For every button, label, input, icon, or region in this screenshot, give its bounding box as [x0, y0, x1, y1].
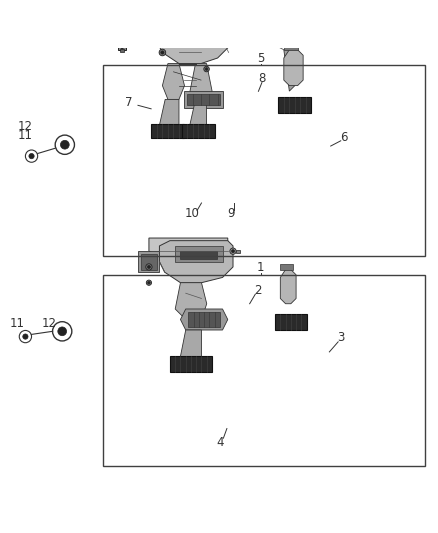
Polygon shape [280, 264, 293, 270]
Circle shape [204, 66, 209, 72]
Text: 8: 8 [258, 71, 265, 85]
Text: 6: 6 [340, 131, 348, 144]
Circle shape [23, 334, 28, 339]
Circle shape [146, 280, 152, 285]
Text: 3: 3 [337, 332, 344, 344]
Polygon shape [159, 99, 179, 130]
Bar [103, 275, 425, 466]
Circle shape [200, 21, 202, 23]
Circle shape [237, 35, 243, 42]
Polygon shape [152, 124, 184, 138]
Polygon shape [284, 50, 295, 91]
Polygon shape [188, 312, 220, 327]
Polygon shape [140, 17, 223, 42]
Polygon shape [284, 44, 297, 50]
Polygon shape [179, 30, 212, 39]
Text: 1: 1 [257, 261, 265, 274]
Circle shape [161, 51, 164, 54]
Polygon shape [190, 99, 207, 130]
Circle shape [146, 264, 152, 270]
Circle shape [205, 68, 208, 70]
Text: 12: 12 [42, 317, 57, 330]
Circle shape [121, 46, 124, 49]
Circle shape [231, 249, 235, 253]
Polygon shape [157, 19, 229, 63]
Polygon shape [184, 91, 223, 108]
Circle shape [58, 327, 67, 336]
Circle shape [147, 265, 151, 269]
Text: 11: 11 [10, 317, 25, 330]
Polygon shape [138, 251, 159, 272]
Circle shape [230, 248, 236, 254]
Circle shape [159, 49, 166, 56]
Polygon shape [190, 63, 212, 105]
Circle shape [148, 281, 150, 284]
Polygon shape [162, 63, 184, 99]
Polygon shape [170, 356, 212, 372]
Text: 12: 12 [18, 120, 33, 133]
Polygon shape [180, 251, 217, 259]
Circle shape [212, 42, 217, 46]
Text: 7: 7 [125, 96, 133, 109]
Polygon shape [159, 241, 233, 282]
Text: 5: 5 [257, 52, 264, 65]
Text: 4: 4 [216, 436, 224, 449]
Polygon shape [182, 124, 215, 138]
Circle shape [238, 37, 241, 41]
Bar [243, 37, 247, 41]
Text: 9: 9 [227, 207, 235, 221]
Polygon shape [278, 96, 311, 113]
Bar [120, 50, 124, 52]
Polygon shape [175, 246, 223, 262]
Circle shape [60, 140, 69, 149]
Polygon shape [180, 330, 201, 361]
Bar [118, 46, 126, 50]
Bar [236, 249, 240, 253]
Circle shape [157, 20, 162, 25]
Polygon shape [141, 254, 157, 270]
Bar [103, 65, 425, 255]
Polygon shape [149, 238, 228, 262]
Circle shape [29, 154, 34, 159]
Text: 2: 2 [254, 284, 261, 297]
Polygon shape [180, 309, 228, 330]
Text: 10: 10 [184, 207, 199, 221]
Polygon shape [275, 314, 307, 330]
Circle shape [214, 43, 216, 45]
Polygon shape [187, 94, 220, 105]
Polygon shape [280, 270, 296, 304]
Circle shape [199, 20, 203, 25]
Polygon shape [173, 25, 218, 42]
Polygon shape [284, 50, 303, 86]
Polygon shape [175, 282, 207, 319]
Circle shape [159, 21, 161, 23]
Text: 11: 11 [18, 128, 33, 142]
